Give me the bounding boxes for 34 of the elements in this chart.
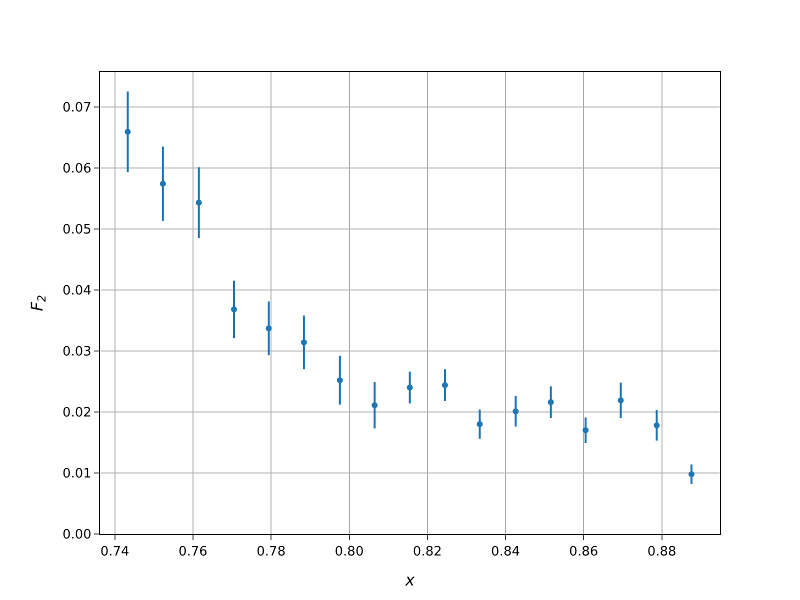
x-tick-label: 0.76 (178, 544, 208, 560)
point (406, 384, 413, 391)
point (476, 421, 483, 428)
x-tick-label: 0.88 (647, 544, 676, 560)
point (196, 200, 202, 206)
point (688, 471, 694, 478)
point (548, 399, 554, 406)
y-tick-label: 0.06 (62, 161, 92, 176)
point (618, 397, 624, 404)
point (582, 427, 589, 434)
point (300, 339, 307, 346)
point (231, 306, 237, 312)
point (512, 408, 519, 414)
y-tick-label: 0.07 (62, 100, 92, 116)
point (160, 180, 166, 187)
x-tick-label: 0.82 (412, 544, 442, 560)
x-tick-label: 0.80 (334, 544, 364, 560)
y-tick-label: 0.01 (62, 466, 92, 482)
x-tick-label: 0.84 (491, 544, 520, 560)
y-tick-label: 0.00 (62, 528, 92, 543)
y-tick-label: 0.03 (62, 344, 92, 360)
x-tick-label: 0.78 (256, 544, 286, 560)
x-tick-label: 0.74 (100, 544, 130, 560)
point (372, 402, 378, 408)
point (124, 128, 131, 135)
x-axis-title: x (404, 570, 416, 590)
y-tick-label: 0.04 (62, 283, 92, 298)
point (336, 377, 343, 384)
point (266, 325, 272, 332)
point (654, 422, 660, 428)
x-tick-label: 0.86 (569, 544, 598, 560)
point (442, 382, 448, 388)
y-tick-label: 0.05 (62, 222, 92, 238)
y-tick-label: 0.02 (62, 405, 92, 420)
